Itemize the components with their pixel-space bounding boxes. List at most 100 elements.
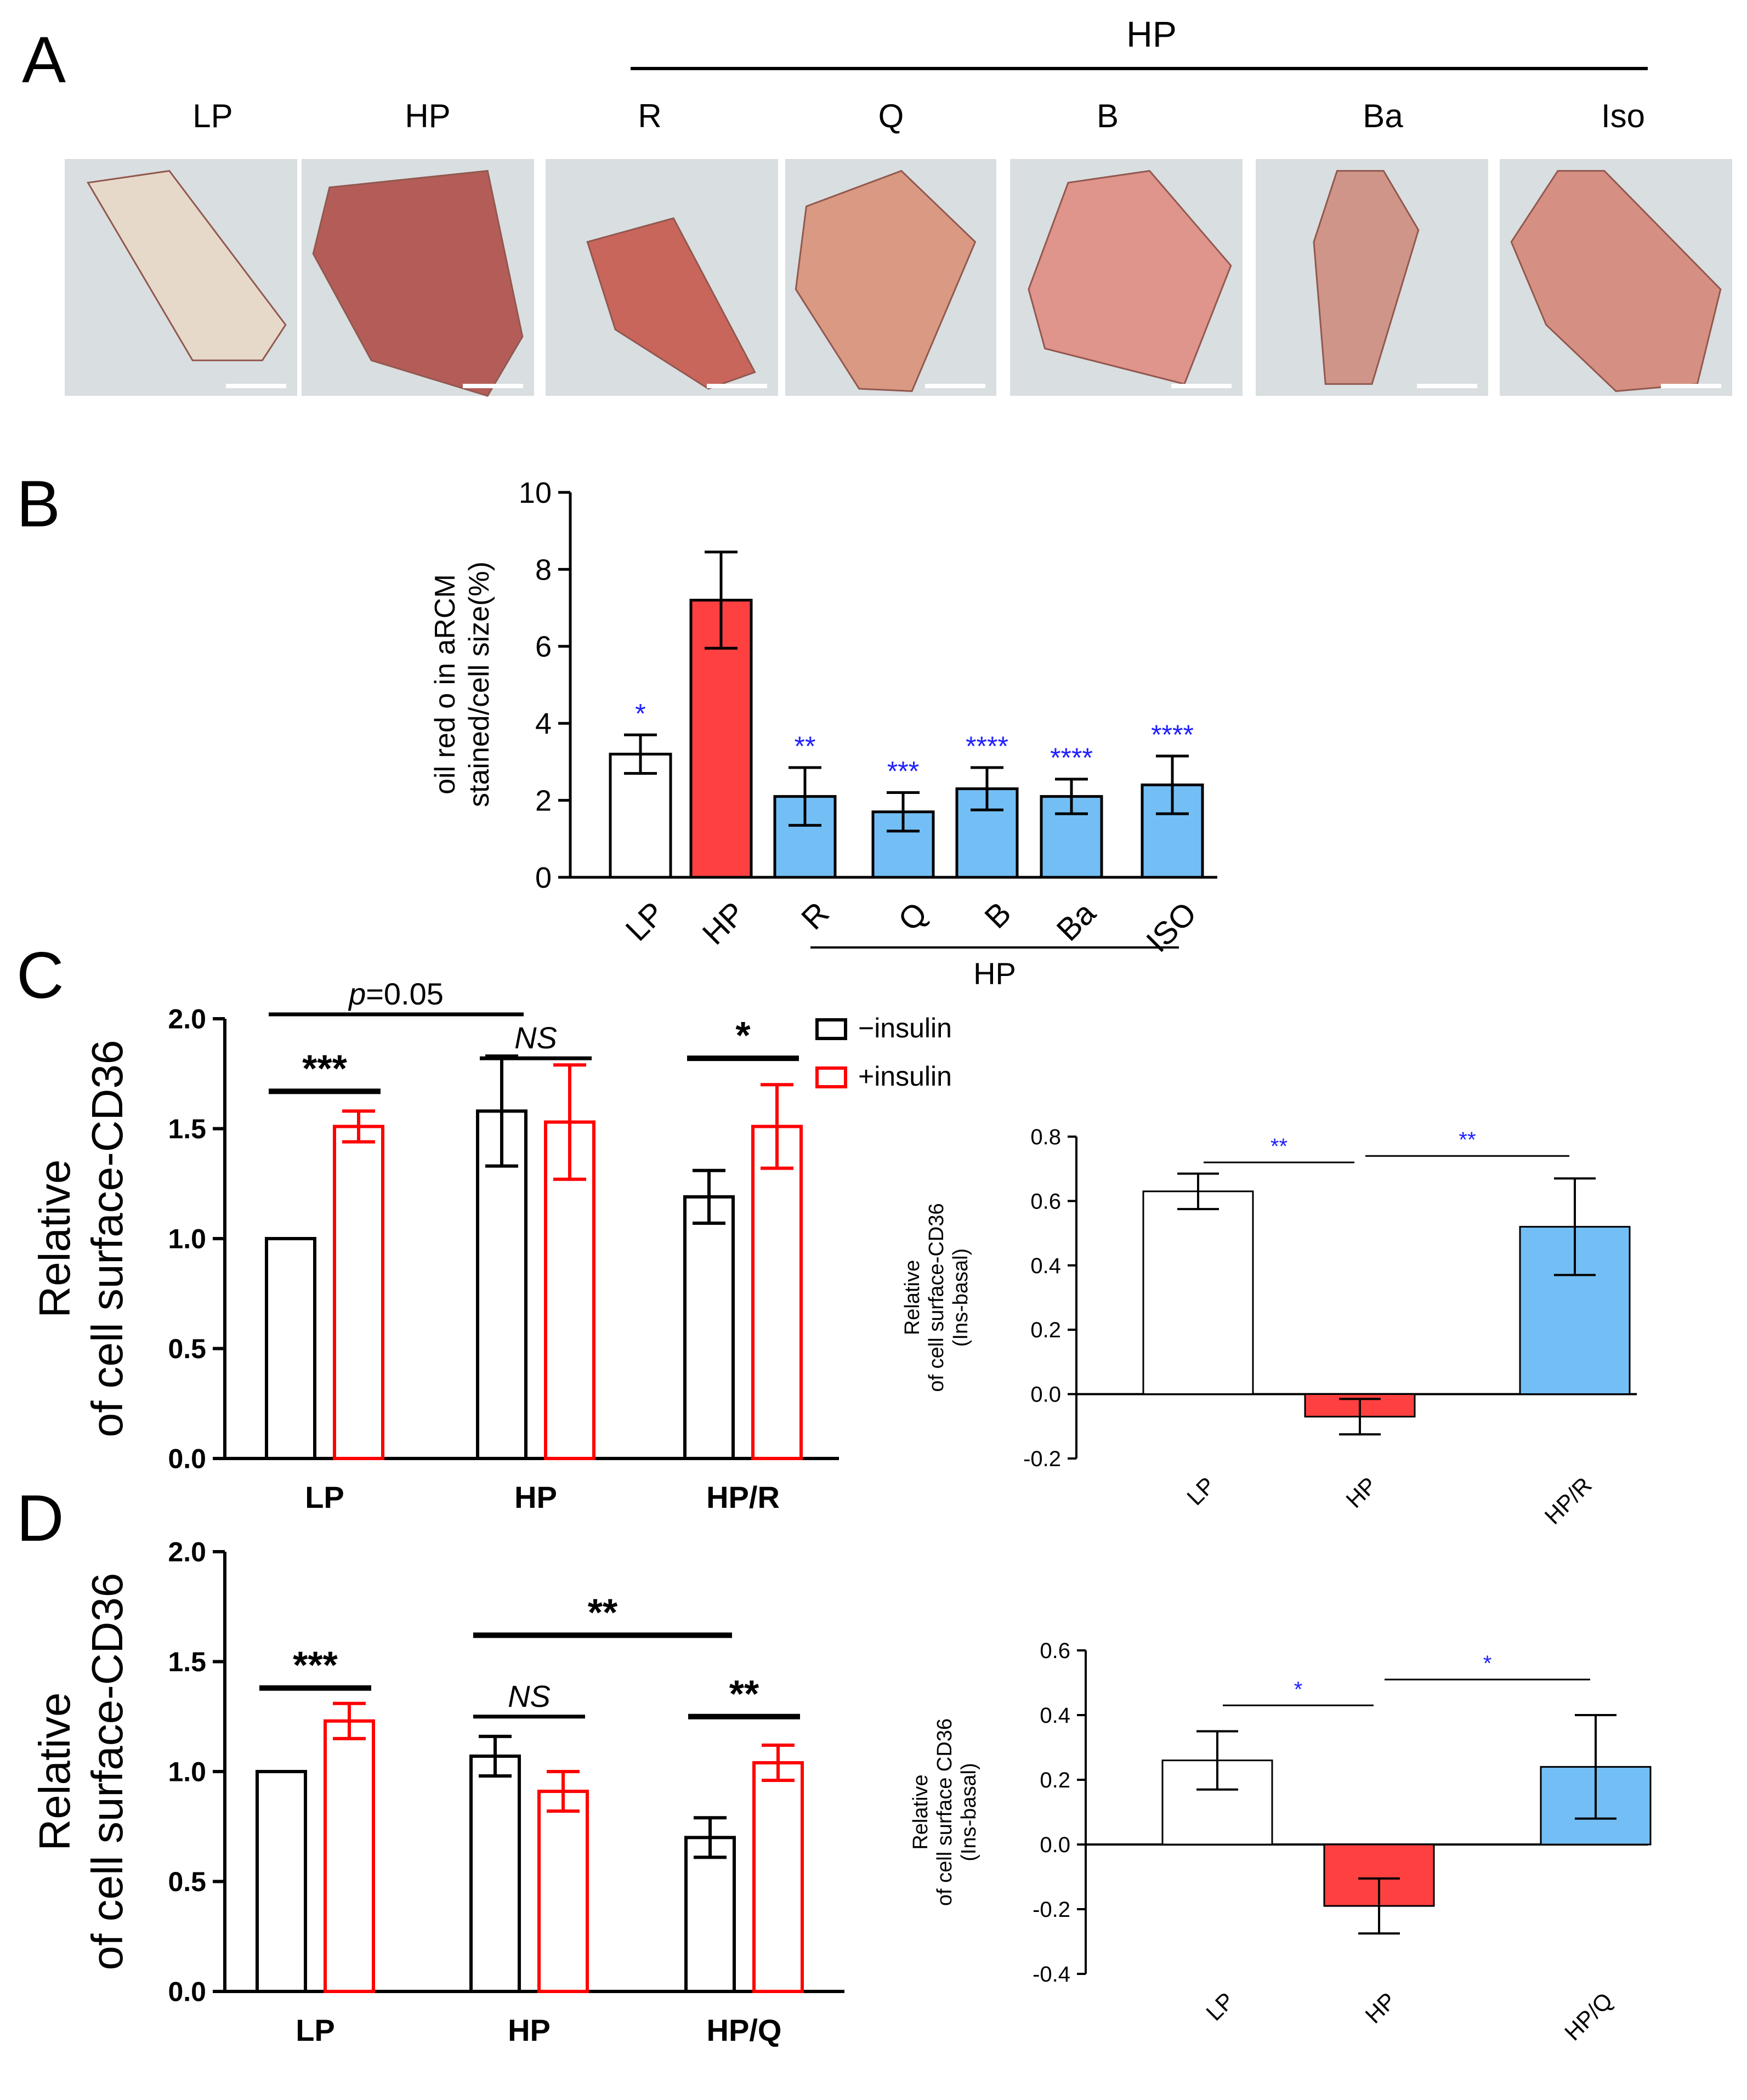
image-label-q: Q [878,98,904,134]
x-tick-label-hp: HP [1360,1988,1401,2029]
bar-lp-plus-insulin [333,1125,384,1460]
significance-marker: **** [1151,719,1194,750]
y-axis-label-line: Relative [909,1774,932,1849]
y-axis-label: oil red o in aRCMstained/cell size(%) [429,561,495,807]
legend-swatch [815,1018,847,1040]
y-axis-label-line: of cell surface CD36 [933,1718,956,1906]
bar-lp-minus-insulin [265,1237,316,1460]
x-tick-label-hp-q: HP/Q [707,2013,782,2047]
y-tick-label: 0 [535,861,552,894]
panel-label-b: B [16,467,60,541]
y-tick-label: 1.0 [168,1224,206,1255]
y-tick-label: 0.5 [168,1333,206,1364]
y-tick-label: 0.0 [1030,1383,1061,1407]
x-tick-label-lp: LP [305,1480,344,1514]
legend-label: −insulin [858,1013,952,1043]
y-tick-label: 0.0 [168,1444,206,1474]
y-tick-label: 2.0 [168,1004,206,1035]
comparison-label: NS [508,1679,551,1713]
y-tick-label: 0.6 [1040,1639,1070,1663]
y-axis-label-line: (Ins-basal) [957,1763,980,1861]
y-tick-label: -0.2 [1033,1898,1070,1922]
y-tick-label: 1.0 [168,1757,206,1787]
x-tick-label-b: B [978,895,1018,935]
x-tick-label-lp: LP [619,895,671,948]
bar-hp-plus-insulin [537,1790,589,1994]
x-tick-label-lp: LP [296,2013,335,2047]
y-axis-label: Relativeof cell surface-CD36 [30,1040,132,1438]
y-axis-label-line: Relative [30,1692,79,1851]
panel-label-a: A [22,23,66,97]
bar-hp-q-minus-insulin [684,1836,736,1994]
x-tick-label-hp-q: HP/Q [1559,1988,1618,2046]
micrograph-b [1010,159,1243,396]
micrograph-lp [65,159,297,396]
image-label-b: B [1097,98,1119,134]
y-tick-label: 0.2 [1030,1318,1061,1342]
y-tick-label: 1.5 [168,1647,206,1677]
cardiomyocyte-cell [586,217,756,390]
y-tick-label: 8 [535,553,552,586]
y-axis-label-line: oil red o in aRCM [429,574,461,794]
y-axis-label-line: Relative [901,1260,924,1335]
significance-marker: ** [795,731,816,762]
p-value-prefix: p [348,977,366,1011]
x-tick-label-hp: HP [696,895,752,952]
significance-marker: *** [887,756,919,787]
chart-c-left: 0.0 0.5 1.0 1.5 2.0 Relativeof cell surface-C… [30,977,839,1514]
y-axis-label: Relativeof cell surface CD36(Ins-basal) [909,1718,980,1906]
y-axis-label-line: of cell surface-CD36 [83,1573,132,1971]
panel-label-d: D [16,1482,64,1555]
y-axis-label: Relativeof cell surface-CD36 [30,1573,132,1971]
y-tick-label: 0.0 [1040,1833,1070,1857]
legend-label: +insulin [858,1061,952,1092]
bar-hp-minus-insulin [476,1109,527,1461]
x-tick-label-hp: HP [514,1480,557,1514]
x-tick-label-hp: HP [1341,1472,1382,1513]
cardiomyocyte-cell [795,169,977,392]
x-tick-label-hp-r: HP/R [1540,1472,1597,1529]
y-tick-label: 10 [519,476,552,509]
x-tick-label-q: Q [892,895,934,938]
y-axis-label: Relativeof cell surface-CD36(Ins-basal) [901,1203,972,1392]
x-tick-label-lp: LP [1182,1472,1220,1511]
cardiomyocyte-cell [1313,170,1420,385]
legend-swatch [815,1066,847,1088]
bar-hp-r-minus-insulin [683,1195,735,1461]
micrograph-panel: HP LP HP R Q B Ba Iso [65,14,1732,397]
significance-marker: * [1294,1677,1303,1701]
comparison-label: p=0.05 [348,977,444,1011]
bar-hp-minus-insulin [469,1754,521,1993]
image-label-r: R [638,98,661,134]
cardiomyocyte-cell [1028,169,1232,385]
y-tick-label: 6 [535,631,552,663]
p-value: =0.05 [366,977,444,1011]
bar-hp-q-plus-insulin [752,1761,804,1993]
comparison-label: NS [514,1020,557,1055]
y-tick-label: 4 [535,707,552,740]
bar-lp [1142,1190,1254,1395]
significance-marker: ** [1459,1128,1476,1152]
y-tick-label: 0.8 [1030,1125,1061,1149]
cardiomyocyte-cell [312,169,524,397]
comparison-label: *** [293,1644,338,1687]
comparison-label: ** [729,1672,759,1715]
y-tick-label: -0.2 [1023,1447,1061,1471]
legend-insulin: −insulin +insulin [815,1013,952,1092]
chart-d-left: 0.0 0.5 1.0 1.5 2.0 Relativeof cell surface-C… [30,1537,844,2047]
image-label-hp: HP [405,98,450,134]
micrograph-ba [1256,159,1488,396]
comparison-label: ** [588,1591,618,1633]
chart-d-right: -0.4 -0.2 0.0 0.2 0.4 0.6 Relativeof cell surf… [909,1639,1652,2046]
hp-group-label: HP [1126,14,1177,54]
cardiomyocyte-cell [1510,170,1722,392]
hp-group-label: HP [973,956,1016,991]
significance-marker: * [635,698,645,729]
micrograph-iso [1500,159,1732,396]
x-tick-label-ba: Ba [1050,895,1103,948]
y-tick-label: 2 [535,785,552,818]
y-axis-label-line: (Ins-basal) [949,1248,972,1347]
y-tick-label: 0.6 [1030,1189,1061,1213]
y-tick-label: 0.4 [1040,1704,1070,1728]
